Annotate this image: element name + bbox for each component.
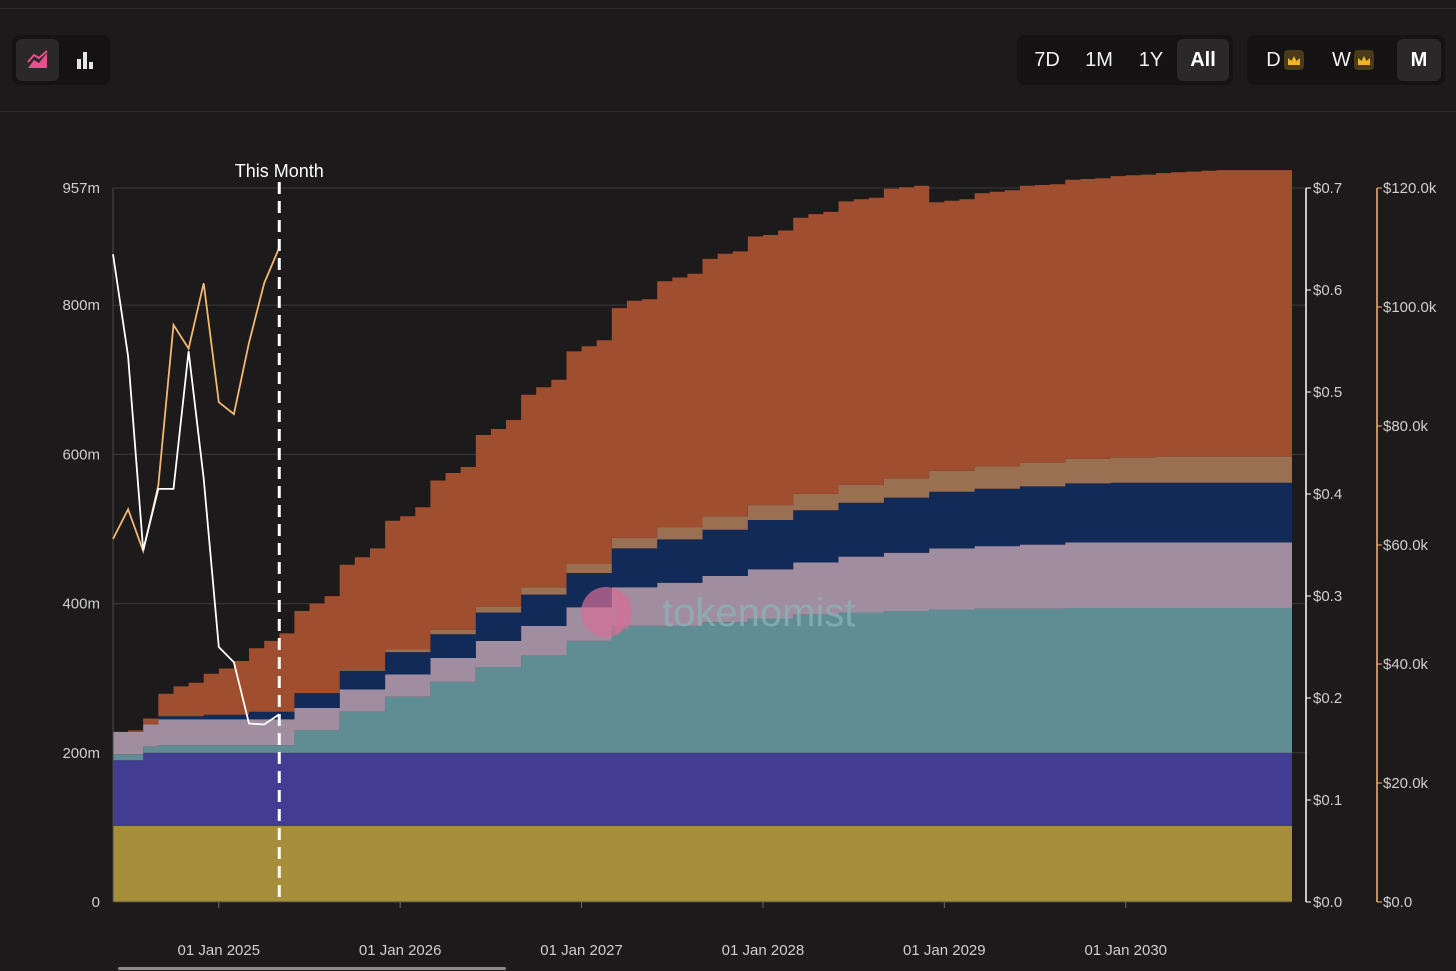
y2-tick-label: $0.2 (1313, 690, 1342, 707)
area-series-c (113, 608, 1292, 761)
market-cap-line (112, 247, 281, 555)
area-series-b (113, 752, 1292, 826)
granularity-selector: D W M (1247, 35, 1445, 85)
area-series-d (113, 542, 1292, 755)
range-all-button[interactable]: All (1177, 39, 1229, 81)
x-tick-label: 01 Jan 2028 (722, 942, 805, 959)
y3-tick-label: $0.0 (1383, 894, 1412, 911)
y3-tick-label: $20.0k (1383, 775, 1429, 792)
range-7d-button[interactable]: 7D (1034, 48, 1060, 71)
granularity-weekly-button[interactable]: W (1319, 39, 1387, 81)
granularity-monthly-button[interactable]: M (1397, 39, 1441, 81)
y2-tick-label: $0.0 (1313, 894, 1342, 911)
time-range-selector: 7D 1M 1Y All (1017, 35, 1233, 85)
range-1m-button[interactable]: 1M (1085, 48, 1113, 71)
x-tick-label: 01 Jan 2027 (540, 942, 623, 959)
this-month-label: This Month (235, 161, 324, 181)
x-tick-label: 01 Jan 2026 (359, 942, 442, 959)
area-series-e (113, 482, 1292, 732)
y-tick-label: 800m (62, 297, 100, 314)
watermark-text: tokenomist (662, 591, 855, 635)
y2-tick-label: $0.3 (1313, 588, 1342, 605)
y2-tick-label: $0.5 (1313, 384, 1342, 401)
granularity-daily-label: D (1266, 48, 1281, 71)
area-chart-icon (26, 50, 48, 68)
tokenomist-logo-icon (581, 587, 633, 637)
price-line (112, 254, 280, 726)
granularity-daily-button[interactable]: D (1251, 39, 1319, 81)
axes: 0 200m 400m 600m 800m 957m 01 Jan 2025 01 Jan 2… (62, 180, 1436, 959)
y-tick-label: 0 (92, 894, 100, 911)
x-tick-label: 01 Jan 2025 (178, 942, 261, 959)
this-month-marker: This Month (235, 161, 324, 902)
granularity-weekly-label: W (1332, 48, 1351, 71)
chart-type-toggle (12, 35, 110, 85)
area-series-a (113, 825, 1292, 902)
y2-tick-label: $0.1 (1313, 792, 1342, 809)
y2-tick-label: $0.6 (1313, 282, 1342, 299)
y-tick-label: 400m (62, 596, 100, 613)
crown-icon (1353, 50, 1374, 70)
unlock-schedule-chart: tokenomist 0 200m 400m 600m 800m 957m 01 Jan 2… (62, 161, 1436, 959)
area-chart-button[interactable] (16, 39, 59, 81)
timeline-scrollbar[interactable] (118, 967, 506, 970)
top-border (0, 8, 1456, 9)
y-tick-label: 200m (62, 745, 100, 762)
y3-tick-label: $60.0k (1383, 537, 1429, 554)
y3-tick-label: $120.0k (1383, 180, 1437, 197)
range-1y-button[interactable]: 1Y (1138, 48, 1164, 71)
y2-tick-label: $0.4 (1313, 486, 1342, 503)
price-lines (112, 247, 281, 726)
bar-chart-icon (76, 52, 93, 69)
crown-icon (1283, 50, 1304, 70)
y-tick-label: 600m (62, 446, 100, 463)
y2-tick-label: $0.7 (1313, 180, 1342, 197)
toolbar-divider (0, 111, 1456, 112)
y3-tick-label: $80.0k (1383, 418, 1429, 435)
y-tick-label: 957m (62, 180, 100, 197)
watermark: tokenomist (581, 587, 855, 637)
area-series-g (113, 170, 1292, 732)
x-tick-label: 01 Jan 2030 (1084, 942, 1167, 959)
x-tick-label: 01 Jan 2029 (903, 942, 986, 959)
stacked-area-series (113, 170, 1292, 902)
bar-chart-button[interactable] (63, 39, 106, 81)
y3-tick-label: $40.0k (1383, 656, 1429, 673)
y3-tick-label: $100.0k (1383, 299, 1437, 316)
